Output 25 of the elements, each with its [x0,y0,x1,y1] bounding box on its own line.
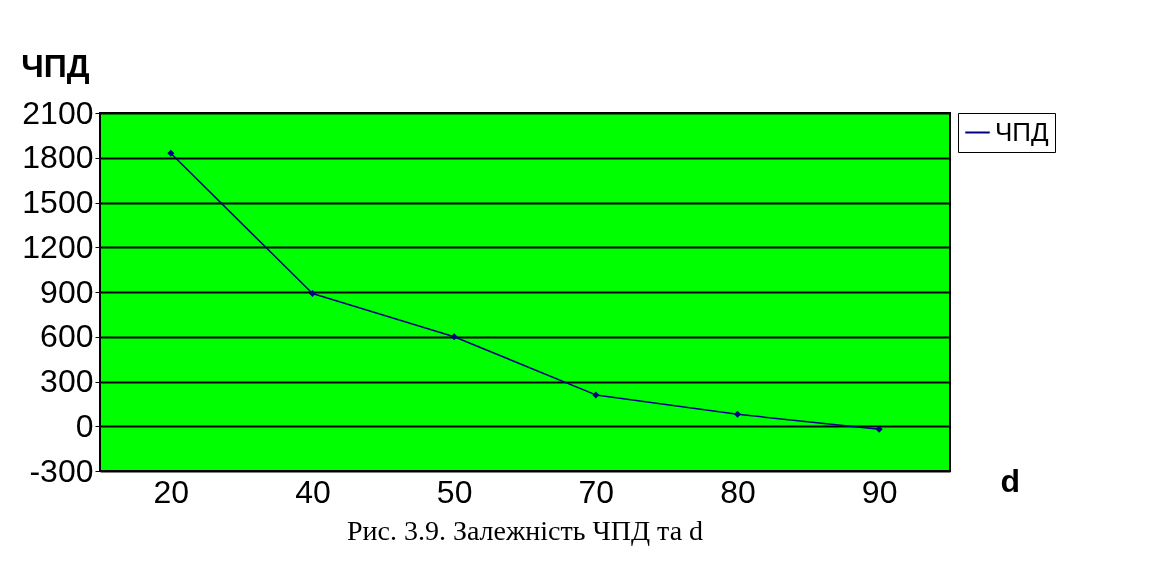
y-tick-label: 600 [40,318,94,355]
y-axis-title: ЧПД [21,47,90,84]
y-tick-label: 300 [40,363,94,399]
x-tick-label: 90 [861,473,898,510]
x-tick-label: 70 [578,473,615,510]
x-tick-label: 40 [295,473,331,510]
y-tick-label: 1800 [22,139,94,176]
y-tick-label: 0 [75,407,94,444]
point [308,289,317,298]
y-tick-label: 900 [40,273,94,310]
y-tick-label: 2100 [22,94,94,131]
x-tick-label: 80 [720,473,756,510]
point [450,333,458,341]
point [592,391,600,399]
x-axis-title: d [1000,462,1021,499]
point [167,149,175,157]
text: Рис. 3.9. Залежність ЧПД та d [346,515,704,546]
legend-label: ЧПД [995,116,1050,147]
point [733,410,742,418]
x-tick-label: 20 [153,473,190,510]
y-tick-label: 1200 [22,228,94,265]
y-tick-label: 1500 [22,184,94,220]
point [875,425,883,433]
y-tick-label: -300 [29,452,94,489]
x-tick-label: 50 [436,473,473,510]
